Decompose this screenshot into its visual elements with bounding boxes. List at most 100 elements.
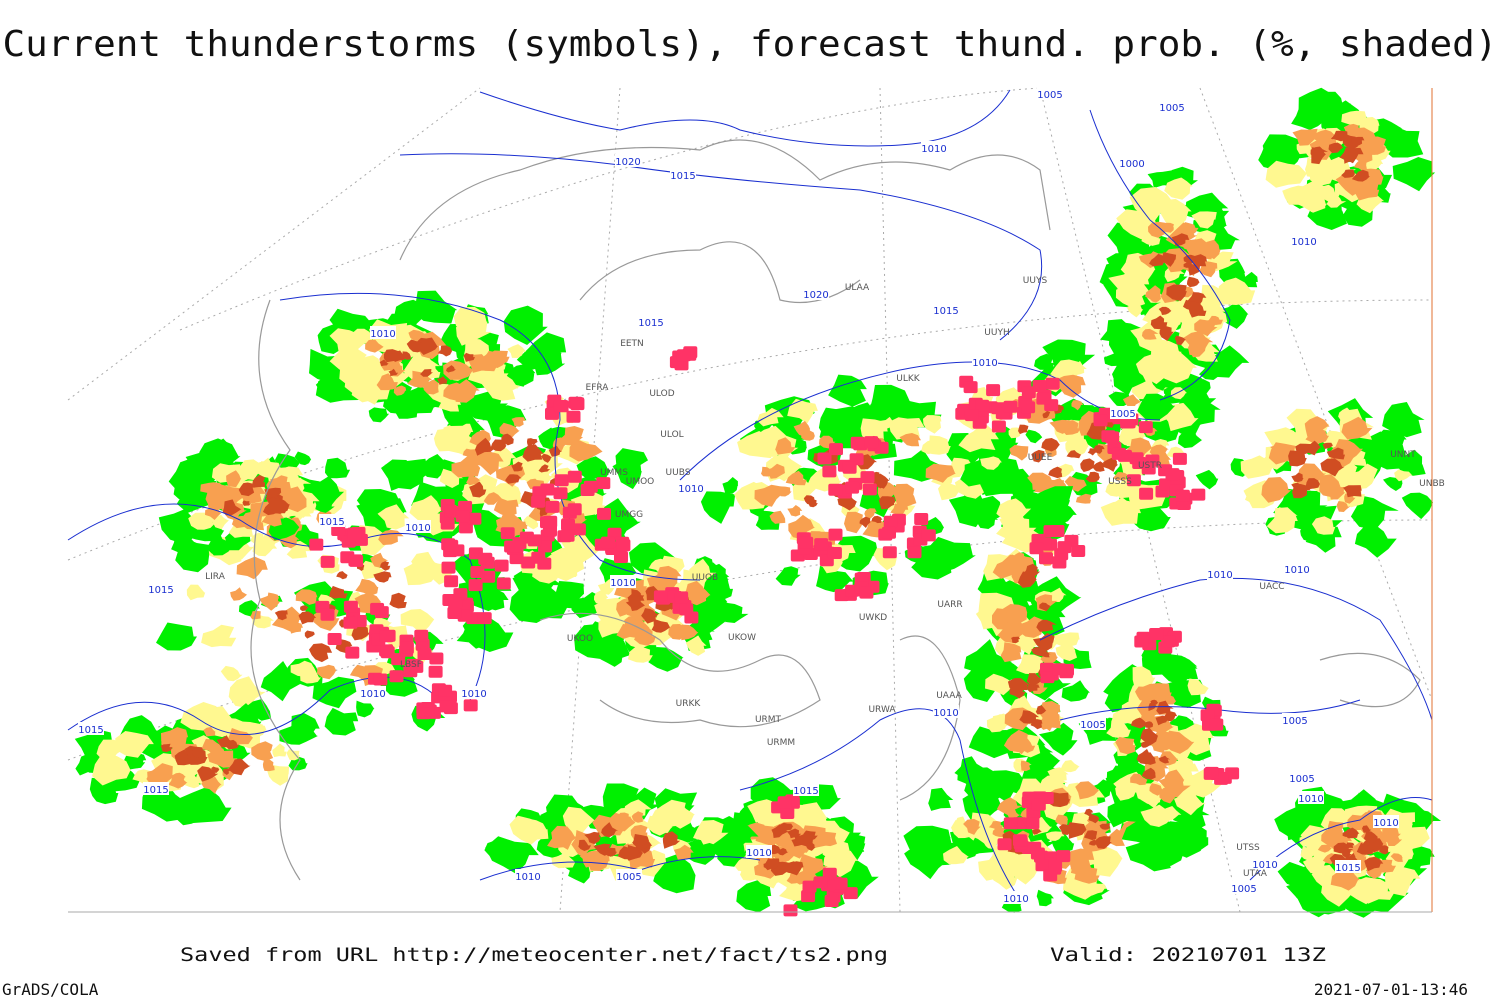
- probability-area: [1158, 755, 1171, 764]
- probability-area: [1125, 842, 1176, 872]
- isobar-label-bg: [933, 303, 959, 316]
- probability-area: [1183, 330, 1214, 354]
- probability-area: [996, 797, 1024, 817]
- thunderstorm-symbol: [553, 487, 568, 500]
- probability-area: [329, 338, 368, 372]
- probability-area: [623, 799, 652, 820]
- probability-area: [1061, 680, 1090, 702]
- probability-area: [1384, 865, 1421, 897]
- thunderstorm-symbol: [1043, 869, 1058, 882]
- thunderstorm-symbol: [463, 699, 478, 712]
- probability-area: [757, 407, 784, 427]
- thunderstorm-symbol: [561, 518, 575, 531]
- isobar-label: 1010: [1003, 894, 1028, 905]
- probability-area: [201, 624, 237, 648]
- probability-area: [1311, 147, 1327, 165]
- thunderstorm-symbol: [444, 539, 459, 552]
- probability-area: [904, 844, 949, 880]
- probability-area: [775, 566, 801, 586]
- probability-area: [685, 635, 707, 656]
- probability-area: [456, 626, 487, 649]
- map-area: 1005 1005 1020 1015 1010 1000 1010 1020 1015 1015…: [67, 87, 1445, 918]
- thunderstorm-symbol: [414, 629, 429, 642]
- probability-area: [1261, 477, 1292, 503]
- thunderstorm-symbol: [459, 600, 474, 613]
- probability-area: [393, 385, 407, 396]
- probability-area: [359, 355, 384, 371]
- isobar-label-bg: [1284, 562, 1310, 575]
- probability-area: [400, 609, 435, 634]
- station-label: UUYS: [1023, 276, 1048, 286]
- thunderstorm-symbol: [601, 536, 615, 549]
- isobar-label: 1010: [405, 523, 430, 534]
- thunderstorm-symbol: [1025, 817, 1040, 830]
- station-label: USSS: [1108, 477, 1132, 487]
- probability-area: [490, 439, 507, 452]
- probability-area: [1333, 842, 1354, 854]
- isobar-label: 1000: [1119, 159, 1144, 170]
- isobar-label-bg: [972, 355, 998, 368]
- thunderstorm-symbol: [783, 904, 798, 917]
- probability-area: [1041, 438, 1060, 452]
- probability-area: [648, 647, 684, 672]
- probability-area: [380, 561, 391, 571]
- thunderstorm-symbol: [814, 538, 829, 551]
- probability-area: [409, 495, 446, 522]
- probability-area: [505, 474, 522, 484]
- probability-area: [222, 499, 242, 516]
- thunderstorm-symbol: [817, 452, 832, 465]
- probability-area: [1288, 450, 1307, 467]
- probability-area: [290, 660, 315, 677]
- thunderstorm-symbol: [1030, 847, 1045, 860]
- probability-area: [1320, 458, 1345, 477]
- probability-area: [403, 350, 440, 383]
- probability-area: [191, 747, 206, 758]
- coastline: [899, 635, 961, 801]
- station-label: URMT: [755, 715, 782, 725]
- probability-area: [376, 373, 398, 391]
- probability-area: [1091, 881, 1107, 896]
- thunderstorm-symbol: [521, 556, 536, 569]
- probability-area: [200, 482, 226, 495]
- probability-area: [1394, 469, 1413, 482]
- probability-area: [226, 470, 242, 488]
- timestamp: 2021-07-01-13:46: [1314, 980, 1468, 999]
- probability-area: [1341, 169, 1356, 178]
- thunderstorm-symbol: [1045, 377, 1060, 390]
- isobar: [1089, 109, 1231, 401]
- isobar-label-bg: [148, 582, 174, 595]
- thunderstorm-symbol: [1048, 860, 1063, 872]
- probability-area: [433, 428, 463, 452]
- isobar-label: 1010: [933, 708, 958, 719]
- probability-area: [859, 516, 871, 528]
- probability-area: [689, 558, 717, 586]
- probability-area: [1107, 801, 1147, 828]
- probability-area: [383, 349, 401, 363]
- thunderstorm-symbols: [309, 346, 1240, 917]
- thunderstorm-symbol: [417, 648, 432, 660]
- isobar-label: 1010: [1284, 565, 1309, 576]
- probability-area: [631, 834, 648, 846]
- probability-area: [522, 444, 544, 462]
- thunderstorm-symbol: [1040, 671, 1055, 684]
- thunderstorm-symbol: [370, 602, 385, 615]
- probability-area: [373, 571, 392, 583]
- probability-area: [236, 466, 252, 479]
- isobar-label: 1005: [1037, 90, 1062, 101]
- isobar-label: 1010: [921, 144, 946, 155]
- probability-area: [899, 433, 921, 447]
- thunderstorm-symbol: [850, 436, 865, 449]
- probability-area: [1317, 844, 1332, 853]
- isobar-label-bg: [793, 783, 819, 796]
- isobar-label: 1010: [610, 578, 635, 589]
- probability-area: [1326, 447, 1345, 460]
- isobar-label-bg: [933, 705, 959, 718]
- coastline: [579, 241, 861, 304]
- thunderstorm-symbol: [494, 559, 509, 572]
- thunderstorm-symbol: [1191, 488, 1206, 501]
- isobar-label-bg: [1119, 156, 1145, 169]
- station-label: UKOW: [728, 633, 756, 643]
- thunderstorm-symbol: [554, 474, 569, 487]
- isobar-label-bg: [1252, 857, 1278, 870]
